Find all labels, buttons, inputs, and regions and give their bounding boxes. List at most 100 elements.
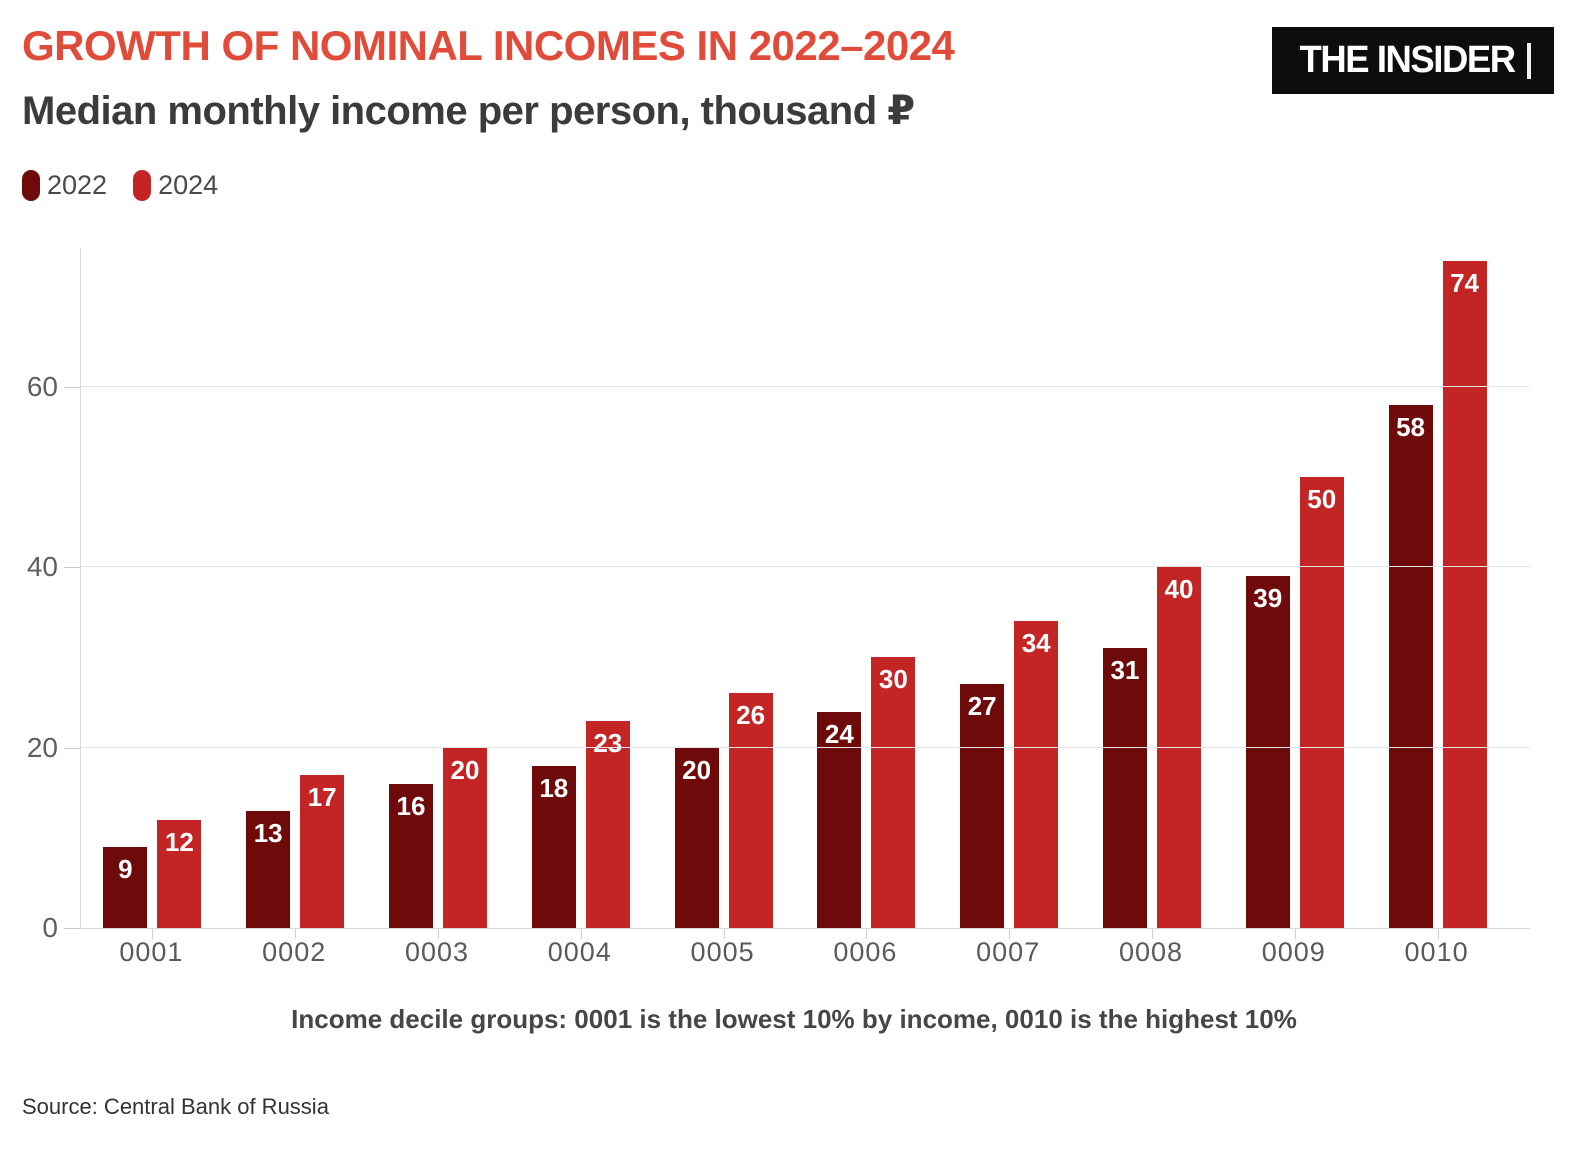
bar-group-0003: 16 20: [367, 248, 510, 939]
x-tick-label-0002: 0002: [262, 937, 327, 967]
x-tick-label-0006: 0006: [833, 937, 898, 967]
bar-2022-0007: 27: [960, 684, 1005, 928]
x-tick-label-0007: 0007: [976, 937, 1041, 967]
bars-row: 9 12 13 17 16 20 18 23 20 26 24 30 27 34 31 40 39 50 58 74: [81, 248, 1509, 939]
bar-2024-0003: 20: [442, 747, 487, 928]
bar-value-label: 40: [1164, 574, 1194, 605]
bar-value-label: 50: [1307, 484, 1337, 515]
y-axis-tick: [64, 386, 80, 388]
bar-value-label: 58: [1396, 411, 1426, 442]
bar-value-label: 34: [1021, 628, 1051, 659]
chart-caption: Income decile groups: 0001 is the lowest…: [291, 1004, 1297, 1034]
x-tick-label-0001: 0001: [119, 937, 184, 967]
chart-title: GROWTH OF NOMINAL INCOMES IN 2022–2024: [22, 22, 955, 69]
bar-group-0004: 18 23: [509, 248, 652, 939]
bar-group-0006: 24 30: [795, 248, 938, 939]
x-tick-label-0010: 0010: [1404, 937, 1469, 967]
bar-group-0002: 13 17: [224, 248, 367, 939]
legend-item-2024: 2024: [133, 170, 218, 201]
y-axis-tick: [64, 567, 80, 569]
bar-group-0001: 9 12: [81, 248, 224, 939]
bar-2024-0005: 26: [728, 693, 773, 928]
bar-value-label: 9: [118, 853, 133, 884]
y-tick-label-40: 40: [26, 551, 58, 583]
plot-area: 9 12 13 17 16 20 18 23 20 26 24 30 27 34 31 40 39 50 58 74: [80, 248, 1530, 939]
x-axis-tick: [295, 929, 297, 939]
x-axis-tick: [1294, 929, 1296, 939]
bar-value-label: 24: [824, 718, 854, 749]
x-axis-tick: [152, 929, 154, 939]
chart-subtitle: Median monthly income per person, thousa…: [22, 89, 915, 133]
bar-2022-0008: 31: [1102, 648, 1147, 928]
legend-label: 2024: [158, 170, 219, 200]
x-axis-tick: [866, 929, 868, 939]
bar-2022-0004: 18: [531, 765, 576, 928]
logo-text: THE INSIDER: [1299, 39, 1516, 81]
bar-2022-0009: 39: [1245, 576, 1290, 928]
bar-group-0007: 27 34: [938, 248, 1081, 939]
bar-value-label: 31: [1110, 655, 1140, 686]
x-axis-tick: [1437, 929, 1439, 939]
bar-2022-0003: 16: [388, 783, 433, 928]
bar-2022-0002: 13: [246, 810, 291, 928]
bar-2022-0001: 9: [103, 846, 148, 928]
bar-2024-0010: 74: [1442, 260, 1487, 928]
source-note: Source: Central Bank of Russia: [22, 1094, 329, 1119]
x-axis-labels: 0001 0002 0003 0004 0005 0006 0007 0008 0009 0010: [80, 937, 1508, 968]
legend-swatch-2024: [133, 170, 152, 201]
x-axis-tick: [1009, 929, 1011, 939]
x-axis-tick: [580, 929, 582, 939]
bar-value-label: 23: [593, 727, 623, 758]
x-tick-label-0009: 0009: [1261, 937, 1326, 967]
legend-item-2022: 2022: [22, 170, 107, 201]
bar-group-0005: 20 26: [652, 248, 795, 939]
bar-value-label: 27: [967, 691, 997, 722]
bar-2022-0010: 58: [1388, 404, 1433, 928]
bar-group-0009: 39 50: [1223, 248, 1366, 939]
x-axis-tick: [437, 929, 439, 939]
bar-value-label: 74: [1450, 267, 1480, 298]
bar-group-0010: 58 74: [1366, 248, 1509, 939]
bar-value-label: 26: [736, 700, 766, 731]
bar-2022-0005: 20: [674, 747, 719, 928]
bar-value-label: 16: [396, 790, 426, 821]
the-insider-logo: THE INSIDER: [1272, 27, 1554, 94]
bar-2024-0008: 40: [1156, 567, 1201, 928]
bar-2024-0001: 12: [157, 819, 202, 928]
chart-region: 9 12 13 17 16 20 18 23 20 26 24 30 27 34 31 40 39 50 58 74 …: [0, 248, 1588, 942]
legend-swatch-2022: [22, 170, 40, 201]
y-axis-tick: [64, 928, 80, 929]
y-axis-tick: [64, 747, 80, 749]
bar-value-label: 12: [164, 826, 194, 857]
bar-2024-0004: 23: [585, 720, 630, 928]
bar-value-label: 17: [307, 781, 337, 812]
bar-2024-0009: 50: [1299, 477, 1344, 928]
y-tick-label-20: 20: [26, 731, 58, 763]
x-axis-tick: [1151, 929, 1153, 939]
gridline-y-20: [81, 746, 1530, 748]
x-axis-tick: [723, 929, 725, 939]
logo-cursor-bar: [1527, 42, 1532, 79]
bar-group-0008: 31 40: [1081, 248, 1224, 939]
bar-2024-0007: 34: [1014, 621, 1059, 928]
bar-2022-0006: 24: [817, 711, 862, 928]
y-tick-label-60: 60: [26, 370, 58, 402]
bar-value-label: 18: [539, 772, 569, 803]
bar-value-label: 13: [253, 817, 283, 848]
x-tick-label-0008: 0008: [1118, 937, 1184, 967]
legend-label: 2022: [47, 170, 108, 200]
gridline-y-40: [81, 566, 1530, 568]
bar-value-label: 20: [450, 754, 480, 785]
bar-value-label: 30: [878, 664, 908, 695]
bar-value-label: 39: [1253, 583, 1283, 614]
bar-2024-0002: 17: [300, 774, 345, 928]
bar-value-label: 20: [682, 754, 712, 785]
legend: 2022 2024: [22, 170, 218, 201]
bar-2024-0006: 30: [871, 657, 916, 928]
x-tick-label-0005: 0005: [690, 937, 755, 967]
x-tick-label-0004: 0004: [547, 937, 612, 967]
gridline-y-60: [81, 385, 1530, 387]
x-tick-label-0003: 0003: [404, 937, 470, 967]
y-tick-label-0: 0: [42, 912, 58, 943]
